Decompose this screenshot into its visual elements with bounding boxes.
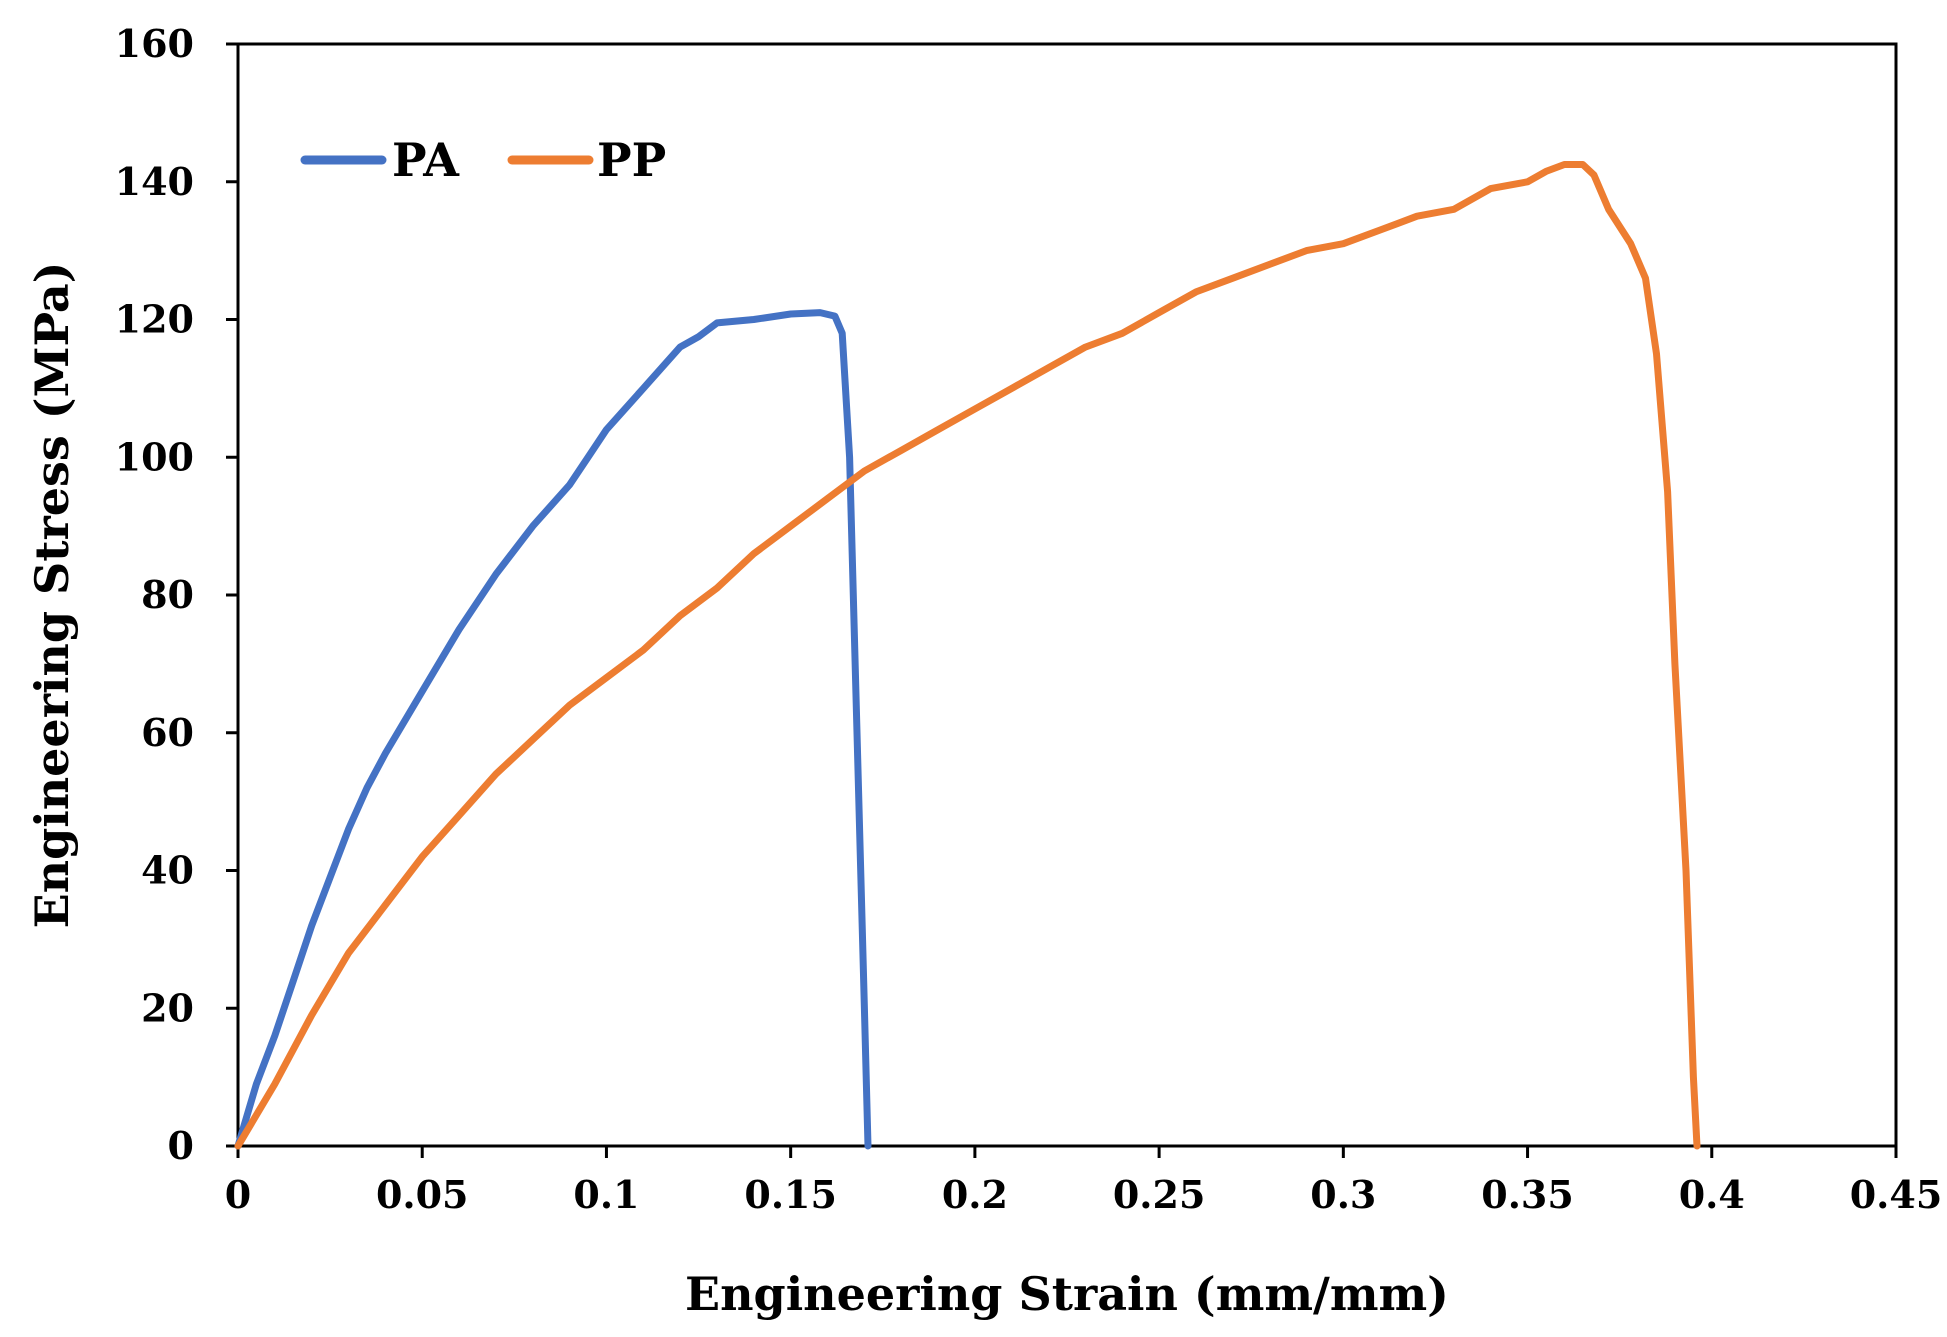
y-tick-label: 0: [168, 1123, 194, 1168]
legend-label-pp: PP: [597, 133, 666, 187]
x-tick-label: 0.4: [1679, 1172, 1745, 1217]
x-tick-label: 0.3: [1310, 1172, 1376, 1217]
x-tick-label: 0.15: [744, 1172, 837, 1217]
x-tick-label: 0.25: [1113, 1172, 1206, 1217]
legend: PA PP: [300, 133, 666, 187]
series-line-pa: [234, 309, 872, 1150]
x-tick-label: 0.35: [1481, 1172, 1574, 1217]
y-tick-label: 140: [115, 159, 194, 204]
x-tick-label: 0.2: [942, 1172, 1008, 1217]
series-line-pp: [234, 161, 1701, 1150]
x-tick-label: 0: [225, 1172, 251, 1217]
x-tick-label: 0.05: [376, 1172, 469, 1217]
y-axis-ticks: 0 20 40 60 80 100 120 140 160: [115, 21, 238, 1168]
y-tick-label: 160: [115, 21, 194, 66]
legend-label-pa: PA: [392, 133, 460, 187]
y-tick-label: 120: [115, 297, 194, 342]
x-axis-ticks: 0 0.05 0.1 0.15 0.2 0.25 0.3 0.35 0.4 0.45: [225, 1146, 1943, 1217]
plot-area: [236, 42, 1898, 1148]
x-tick-label: 0.1: [573, 1172, 639, 1217]
y-tick-label: 100: [115, 434, 194, 479]
x-axis-title: Engineering Strain (mm/mm): [685, 1267, 1449, 1321]
x-tick-label: 0.45: [1850, 1172, 1943, 1217]
y-tick-label: 40: [141, 848, 194, 893]
y-tick-label: 80: [141, 572, 194, 617]
series-layer: [234, 161, 1701, 1150]
y-tick-label: 20: [141, 985, 194, 1030]
y-axis-title: Engineering Stress (MPa): [25, 262, 79, 929]
y-tick-label: 60: [141, 710, 194, 755]
